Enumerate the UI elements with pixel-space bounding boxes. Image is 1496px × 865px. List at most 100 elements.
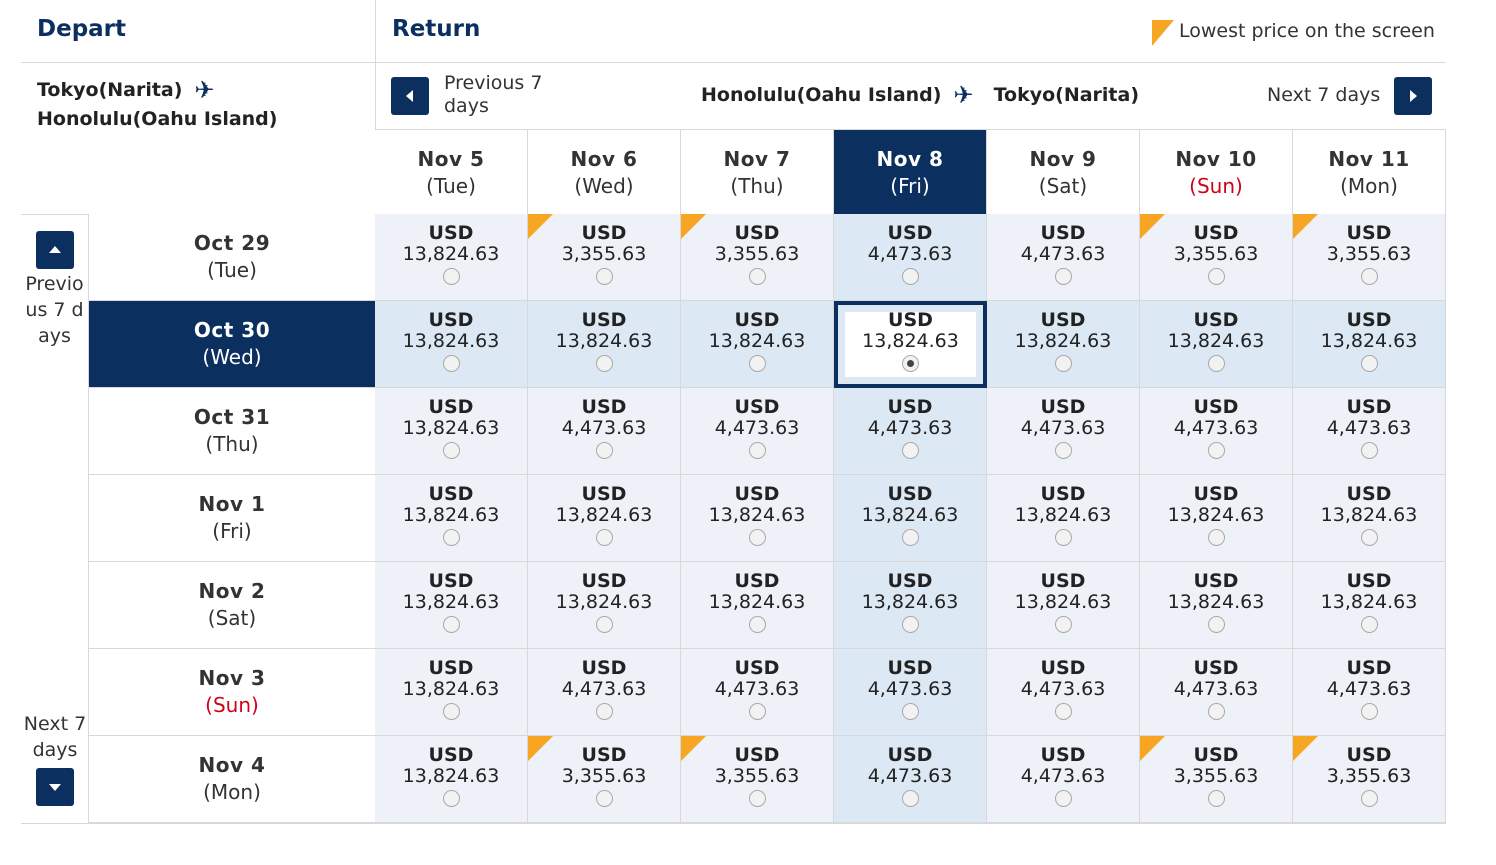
fare-radio[interactable] xyxy=(748,703,766,720)
fare-cell[interactable]: USD 13,824.63 xyxy=(528,475,681,562)
fare-cell[interactable]: USD 3,355.63 xyxy=(1140,736,1293,823)
fare-radio[interactable] xyxy=(1054,790,1072,807)
fare-radio[interactable] xyxy=(595,355,613,372)
fare-radio[interactable] xyxy=(901,616,919,633)
fare-cell[interactable]: USD 13,824.63 xyxy=(834,475,987,562)
return-day-header[interactable]: Nov 6 (Wed) xyxy=(528,130,681,214)
fare-radio[interactable] xyxy=(901,442,919,459)
fare-radio[interactable] xyxy=(1054,529,1072,546)
depart-next-7-days-button[interactable] xyxy=(36,768,74,806)
fare-cell[interactable]: USD 13,824.63 xyxy=(375,736,528,823)
depart-day-row[interactable]: Nov 1 (Fri) xyxy=(89,475,375,562)
return-day-header[interactable]: Nov 10 (Sun) xyxy=(1140,130,1293,214)
fare-cell[interactable]: USD 13,824.63 xyxy=(1140,475,1293,562)
fare-cell[interactable]: USD 4,473.63 xyxy=(987,649,1140,736)
fare-radio[interactable] xyxy=(901,790,919,807)
fare-radio[interactable] xyxy=(1054,355,1072,372)
fare-cell[interactable]: USD 4,473.63 xyxy=(1293,388,1446,475)
fare-cell[interactable]: USD 13,824.63 xyxy=(681,301,834,388)
fare-cell[interactable]: USD 3,355.63 xyxy=(1293,736,1446,823)
fare-radio[interactable] xyxy=(901,268,919,285)
fare-cell[interactable]: USD 4,473.63 xyxy=(834,736,987,823)
depart-day-row[interactable]: Nov 3 (Sun) xyxy=(89,649,375,736)
fare-radio[interactable] xyxy=(748,529,766,546)
fare-radio[interactable] xyxy=(748,790,766,807)
depart-day-row[interactable]: Nov 4 (Mon) xyxy=(89,736,375,823)
fare-cell[interactable]: USD 13,824.63 xyxy=(1140,562,1293,649)
depart-previous-7-days-button[interactable] xyxy=(36,231,74,269)
return-day-header[interactable]: Nov 11 (Mon) xyxy=(1293,130,1446,214)
fare-radio[interactable] xyxy=(1054,442,1072,459)
depart-previous-7-days-link[interactable]: Previous 7 days xyxy=(25,273,84,347)
fare-radio[interactable] xyxy=(901,529,919,546)
fare-cell[interactable]: USD 13,824.63 xyxy=(375,649,528,736)
fare-cell[interactable]: USD 4,473.63 xyxy=(834,388,987,475)
fare-cell[interactable]: USD 13,824.63 xyxy=(681,562,834,649)
fare-cell[interactable]: USD 13,824.63 xyxy=(834,562,987,649)
fare-radio[interactable] xyxy=(901,703,919,720)
fare-radio[interactable] xyxy=(748,355,766,372)
fare-cell[interactable]: USD 13,824.63 xyxy=(1293,562,1446,649)
fare-radio[interactable] xyxy=(1054,268,1072,285)
fare-radio[interactable] xyxy=(1360,703,1378,720)
fare-cell[interactable]: USD 3,355.63 xyxy=(681,736,834,823)
fare-radio[interactable] xyxy=(1360,529,1378,546)
previous-7-days-button[interactable] xyxy=(391,77,429,115)
depart-day-row[interactable]: Nov 2 (Sat) xyxy=(89,562,375,649)
fare-cell[interactable]: USD 3,355.63 xyxy=(528,736,681,823)
fare-radio[interactable] xyxy=(1360,355,1378,372)
fare-radio[interactable] xyxy=(442,442,460,459)
fare-radio[interactable] xyxy=(442,790,460,807)
fare-radio[interactable] xyxy=(595,529,613,546)
next-7-days-button[interactable] xyxy=(1394,77,1432,115)
fare-radio[interactable] xyxy=(1360,616,1378,633)
fare-radio[interactable] xyxy=(595,703,613,720)
fare-cell[interactable]: USD 13,824.63 xyxy=(1293,475,1446,562)
next-7-days-link[interactable]: Next 7 days xyxy=(1267,84,1381,106)
fare-cell[interactable]: USD 4,473.63 xyxy=(987,388,1140,475)
fare-radio[interactable] xyxy=(1207,529,1225,546)
fare-cell[interactable]: USD 13,824.63 xyxy=(375,475,528,562)
return-day-header[interactable]: Nov 9 (Sat) xyxy=(987,130,1140,214)
fare-cell[interactable]: USD 4,473.63 xyxy=(987,214,1140,301)
fare-radio[interactable] xyxy=(442,529,460,546)
fare-cell[interactable]: USD 13,824.63 xyxy=(987,562,1140,649)
depart-day-row[interactable]: Oct 30 (Wed) xyxy=(89,301,375,388)
fare-cell[interactable]: USD 13,824.63 xyxy=(375,388,528,475)
fare-radio[interactable] xyxy=(748,616,766,633)
fare-cell[interactable]: USD 13,824.63 xyxy=(375,214,528,301)
fare-cell[interactable]: USD 4,473.63 xyxy=(1140,388,1293,475)
return-day-header[interactable]: Nov 7 (Thu) xyxy=(681,130,834,214)
fare-radio[interactable] xyxy=(1207,703,1225,720)
fare-cell[interactable]: USD 13,824.63 xyxy=(987,301,1140,388)
fare-radio[interactable] xyxy=(595,442,613,459)
depart-next-7-days-link[interactable]: Next 7 days xyxy=(23,713,87,761)
fare-cell[interactable]: USD 4,473.63 xyxy=(681,388,834,475)
fare-radio[interactable] xyxy=(902,355,919,372)
fare-radio[interactable] xyxy=(595,268,613,285)
return-day-header[interactable]: Nov 8 (Fri) xyxy=(834,130,987,214)
fare-radio[interactable] xyxy=(748,442,766,459)
fare-cell[interactable]: USD 4,473.63 xyxy=(1293,649,1446,736)
fare-radio[interactable] xyxy=(1207,616,1225,633)
fare-cell[interactable]: USD 13,824.63 xyxy=(1293,301,1446,388)
fare-radio[interactable] xyxy=(442,703,460,720)
fare-cell[interactable]: USD 13,824.63 xyxy=(375,301,528,388)
fare-cell[interactable]: USD 4,473.63 xyxy=(834,214,987,301)
fare-radio[interactable] xyxy=(1360,442,1378,459)
fare-radio[interactable] xyxy=(595,790,613,807)
fare-radio[interactable] xyxy=(1207,268,1225,285)
fare-radio[interactable] xyxy=(1207,442,1225,459)
fare-cell[interactable]: USD 4,473.63 xyxy=(834,649,987,736)
fare-radio[interactable] xyxy=(442,268,460,285)
fare-radio[interactable] xyxy=(1054,616,1072,633)
fare-cell[interactable]: USD 3,355.63 xyxy=(1293,214,1446,301)
fare-cell[interactable]: USD 13,824.63 xyxy=(375,562,528,649)
return-day-header[interactable]: Nov 5 (Tue) xyxy=(375,130,528,214)
fare-cell[interactable]: USD 4,473.63 xyxy=(528,649,681,736)
fare-cell[interactable]: USD 4,473.63 xyxy=(528,388,681,475)
fare-cell[interactable]: USD 3,355.63 xyxy=(681,214,834,301)
fare-cell[interactable]: USD 13,824.63 xyxy=(834,301,987,388)
fare-radio[interactable] xyxy=(1360,790,1378,807)
fare-cell[interactable]: USD 13,824.63 xyxy=(987,475,1140,562)
